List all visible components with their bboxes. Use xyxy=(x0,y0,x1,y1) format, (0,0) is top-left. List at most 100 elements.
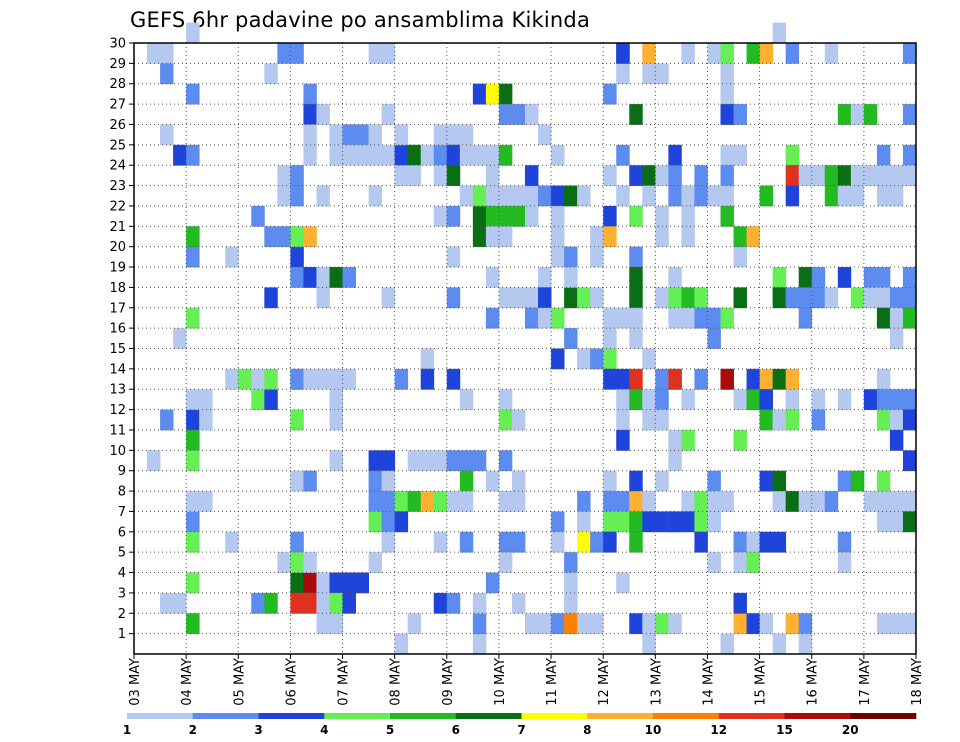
heatmap-cell xyxy=(538,307,552,329)
heatmap-cell xyxy=(381,144,396,166)
heatmap-cell xyxy=(655,63,669,85)
x-tick-label: 10 MAY xyxy=(493,658,508,706)
heatmap-cell xyxy=(798,613,813,635)
heatmap-cell xyxy=(511,531,526,553)
heatmap-cell xyxy=(889,328,904,349)
heatmap-cell xyxy=(707,307,721,329)
heatmap-cell xyxy=(472,613,487,635)
heatmap-cell xyxy=(876,144,891,166)
heatmap-cell xyxy=(329,368,343,390)
heatmap-cell xyxy=(629,511,643,533)
heatmap-cell xyxy=(603,348,617,370)
heatmap-cell xyxy=(902,165,917,186)
heatmap-cell xyxy=(785,368,800,390)
heatmap-cell xyxy=(616,185,630,207)
colorbar-tick-label: 20 xyxy=(842,723,859,737)
heatmap-cell xyxy=(629,287,643,309)
heatmap-cell xyxy=(681,205,695,227)
heatmap-cell xyxy=(199,491,213,512)
heatmap-cell xyxy=(394,165,409,186)
colorbar-tick-label: 8 xyxy=(583,723,591,737)
colorbar-tick-label: 1 xyxy=(123,723,131,737)
heatmap-cell xyxy=(525,104,539,125)
heatmap-cell xyxy=(668,144,682,166)
heatmap-cell xyxy=(811,165,826,186)
heatmap-cell xyxy=(225,246,239,268)
heatmap-cell xyxy=(407,613,422,635)
heatmap-cell xyxy=(694,511,708,533)
colorbar-tick-label: 2 xyxy=(189,723,197,737)
heatmap-cell xyxy=(694,531,708,553)
heatmap-cell xyxy=(394,633,409,655)
heatmap-cell xyxy=(342,368,356,390)
heatmap-cell xyxy=(655,511,669,533)
heatmap-cell xyxy=(538,124,552,146)
y-tick-label: 1 xyxy=(118,627,126,642)
heatmap-cell xyxy=(459,389,474,410)
heatmap-cell xyxy=(707,491,721,512)
heatmap-cell xyxy=(668,429,682,451)
heatmap-cell xyxy=(902,491,917,512)
heatmap-cell xyxy=(824,185,839,207)
colorbar-swatch xyxy=(390,713,457,719)
heatmap-cell xyxy=(173,144,187,166)
heatmap-cell xyxy=(316,185,330,207)
heatmap-cell xyxy=(277,226,291,248)
heatmap-cell xyxy=(798,165,813,186)
heatmap-cell xyxy=(186,613,200,635)
grid-layer xyxy=(134,42,917,654)
heatmap-cell xyxy=(303,226,317,248)
heatmap-cell xyxy=(316,592,330,614)
heatmap-cell xyxy=(772,287,787,309)
heatmap-cell xyxy=(186,144,200,166)
heatmap-cell xyxy=(446,205,461,227)
heatmap-cell xyxy=(498,531,513,553)
heatmap-cell xyxy=(889,409,904,431)
heatmap-cell xyxy=(629,205,643,227)
y-tick-label: 12 xyxy=(109,403,126,418)
heatmap-cell xyxy=(876,307,891,329)
heatmap-cell xyxy=(642,63,656,85)
heatmap-cell xyxy=(642,491,656,512)
heatmap-cell xyxy=(433,592,448,614)
heatmap-cell xyxy=(303,552,317,573)
colorbar-tick-label: 4 xyxy=(320,723,328,737)
heatmap-cell xyxy=(316,104,330,125)
heatmap-cell xyxy=(485,267,500,288)
heatmap-cell xyxy=(720,368,734,390)
heatmap-cell xyxy=(264,368,278,390)
heatmap-cell xyxy=(485,205,500,227)
heatmap-cell xyxy=(303,470,317,492)
heatmap-cell xyxy=(251,368,265,390)
heatmap-cell xyxy=(381,287,396,309)
heatmap-cell xyxy=(681,307,695,329)
heatmap-cell xyxy=(837,165,852,186)
heatmap-cell xyxy=(355,572,369,594)
heatmap-cell xyxy=(642,185,656,207)
y-axis: 1234567891011121314151617181920212223242… xyxy=(109,37,134,642)
heatmap-cell xyxy=(902,43,917,64)
heatmap-cell xyxy=(590,348,604,370)
y-tick-label: 25 xyxy=(109,138,126,153)
heatmap-cell xyxy=(186,531,200,553)
heatmap-cell xyxy=(525,307,539,329)
heatmap-cell xyxy=(655,205,669,227)
heatmap-cell xyxy=(538,287,552,309)
heatmap-cell xyxy=(264,63,278,85)
heatmap-cell xyxy=(707,328,721,349)
heatmap-cell xyxy=(147,450,161,472)
x-tick-label: 17 MAY xyxy=(858,658,873,706)
heatmap-cell xyxy=(694,491,708,512)
heatmap-cell xyxy=(511,409,526,431)
heatmap-cell xyxy=(394,491,409,512)
heatmap-cell xyxy=(772,531,787,553)
heatmap-cell xyxy=(551,246,565,268)
y-tick-label: 10 xyxy=(109,444,126,459)
chart-title: GEFS 6hr padavine po ansamblima Kikinda xyxy=(130,8,590,32)
heatmap-cell xyxy=(564,552,578,573)
heatmap-cell xyxy=(329,409,343,431)
y-tick-label: 3 xyxy=(118,586,126,601)
heatmap-cell xyxy=(394,368,409,390)
heatmap-cell xyxy=(746,43,760,64)
x-tick-label: 14 MAY xyxy=(701,658,716,706)
